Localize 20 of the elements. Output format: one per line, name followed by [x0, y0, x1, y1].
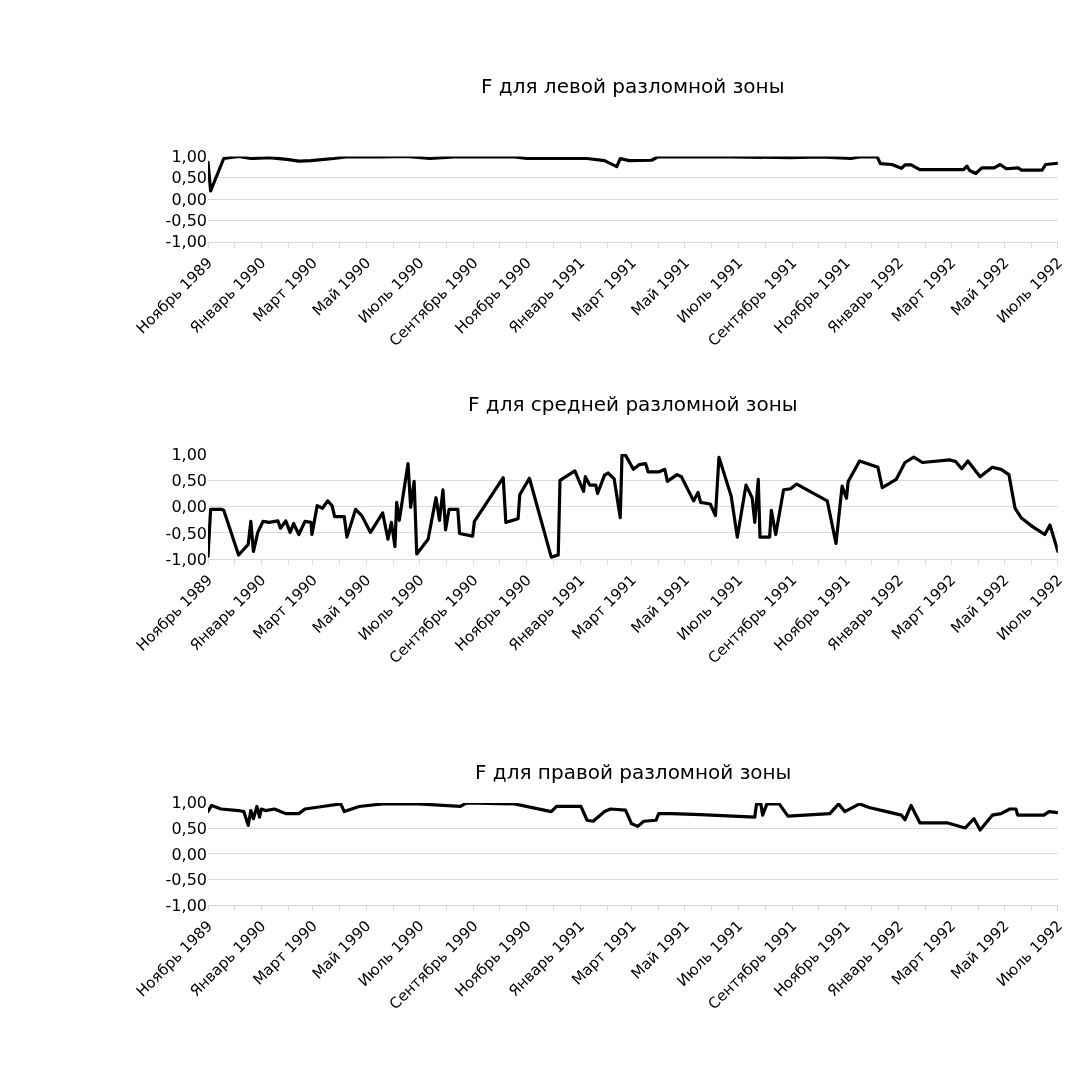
y-tick-label: 0,50 — [171, 470, 208, 490]
y-tick-label: 1,00 — [171, 444, 208, 464]
y-tick-label: 0,50 — [171, 168, 208, 188]
y-tick-label: -1,00 — [165, 549, 208, 569]
y-tick-label: -1,00 — [165, 232, 208, 252]
y-tick-label: -1,00 — [165, 895, 208, 915]
line-series — [208, 802, 1058, 832]
y-tick-label: 0,00 — [171, 844, 208, 864]
y-tick-label: 0,00 — [171, 497, 208, 517]
y-tick-label: -0,50 — [165, 870, 208, 890]
y-tick-label: -0,50 — [165, 211, 208, 231]
chart-title: F для левой разломной зоны — [481, 74, 785, 98]
chart-title: F для средней разломной зоны — [468, 392, 798, 416]
y-tick-label: 1,00 — [171, 793, 208, 813]
line-series — [208, 156, 1058, 193]
y-tick-label: -0,50 — [165, 523, 208, 543]
y-tick-label: 0,50 — [171, 819, 208, 839]
chart-title: F для правой разломной зоны — [475, 760, 792, 784]
y-tick-label: 0,00 — [171, 189, 208, 209]
y-tick-label: 1,00 — [171, 146, 208, 166]
